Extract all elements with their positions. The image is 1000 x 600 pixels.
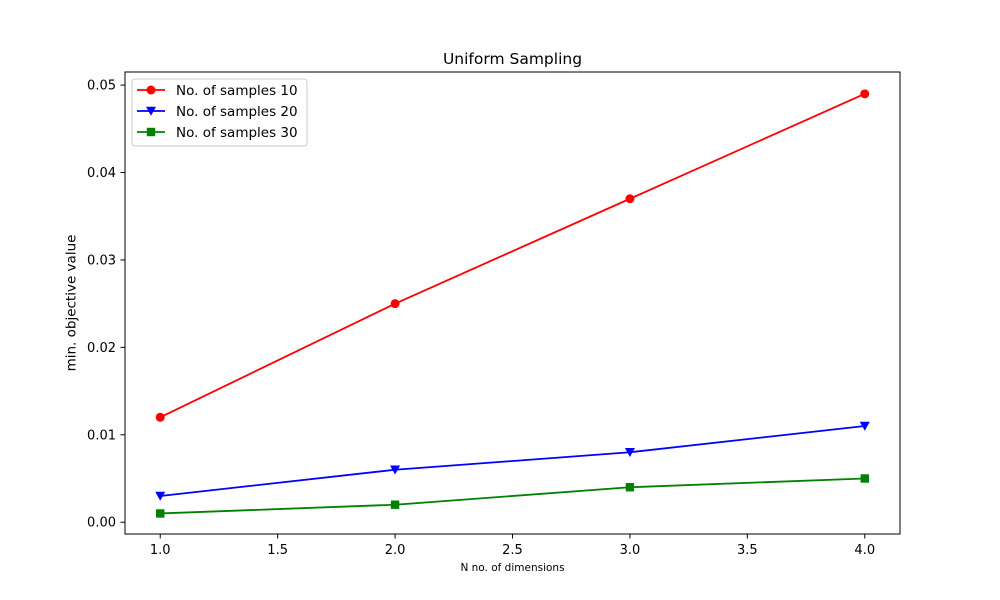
- legend-marker-2: [146, 106, 156, 116]
- x-tick-label-3: 2.0: [385, 543, 406, 558]
- x-axis: 1.0 1.5 2.0 2.5 3.0 3.5 4.0: [150, 534, 875, 558]
- legend-marker-3: [146, 127, 156, 137]
- data-point-s2-4: [859, 421, 870, 431]
- legend-label-1: No. of samples 10: [176, 83, 298, 99]
- legend-marker-1: [146, 85, 156, 95]
- series-line-1: [159, 93, 866, 419]
- x-tick-label-2: 1.5: [267, 543, 288, 558]
- y-axis-label: min. objective value: [64, 235, 80, 372]
- legend-box: [131, 78, 308, 147]
- data-point-s1-3: [625, 194, 635, 204]
- data-point-s2-2: [390, 465, 401, 475]
- x-tick-label-7: 4.0: [854, 543, 875, 558]
- y-axis: 0.00 0.01 0.02 0.03 0.04 0.05: [87, 79, 125, 531]
- x-tick-label-6: 3.5: [737, 543, 758, 558]
- plot-area: [124, 71, 901, 535]
- legend-label-3: No. of samples 30: [176, 125, 298, 141]
- data-point-s3-1: [156, 509, 165, 518]
- x-tick-label-1: 1.0: [150, 543, 171, 558]
- data-point-s3-3: [625, 483, 635, 492]
- legend: No. of samples 10 No. of samples 20 No. of…: [131, 78, 308, 147]
- y-tick-label-2: 0.01: [87, 428, 116, 443]
- data-point-s3-2: [390, 500, 400, 509]
- x-axis-label: N no. of dimensions: [460, 562, 564, 574]
- data-point-s3-4: [860, 474, 869, 483]
- y-tick-label-3: 0.02: [87, 341, 116, 356]
- data-point-s1-2: [390, 299, 400, 309]
- series-line-3: [160, 477, 865, 515]
- legend-label-2: No. of samples 20: [176, 104, 298, 120]
- series-line-2: [160, 425, 865, 497]
- data-point-s2-1: [155, 491, 166, 501]
- chart-title: Uniform Sampling: [443, 50, 582, 68]
- y-tick-label-4: 0.03: [87, 253, 116, 268]
- data-point-s1-1: [155, 412, 165, 422]
- x-tick-label-5: 3.0: [620, 543, 641, 558]
- x-tick-label-4: 2.5: [502, 543, 523, 558]
- y-tick-label-5: 0.04: [87, 166, 116, 181]
- y-tick-label-6: 0.05: [87, 79, 116, 94]
- y-tick-label-1: 0.00: [87, 516, 116, 531]
- data-point-s1-4: [860, 89, 870, 99]
- data-point-s2-3: [624, 448, 635, 458]
